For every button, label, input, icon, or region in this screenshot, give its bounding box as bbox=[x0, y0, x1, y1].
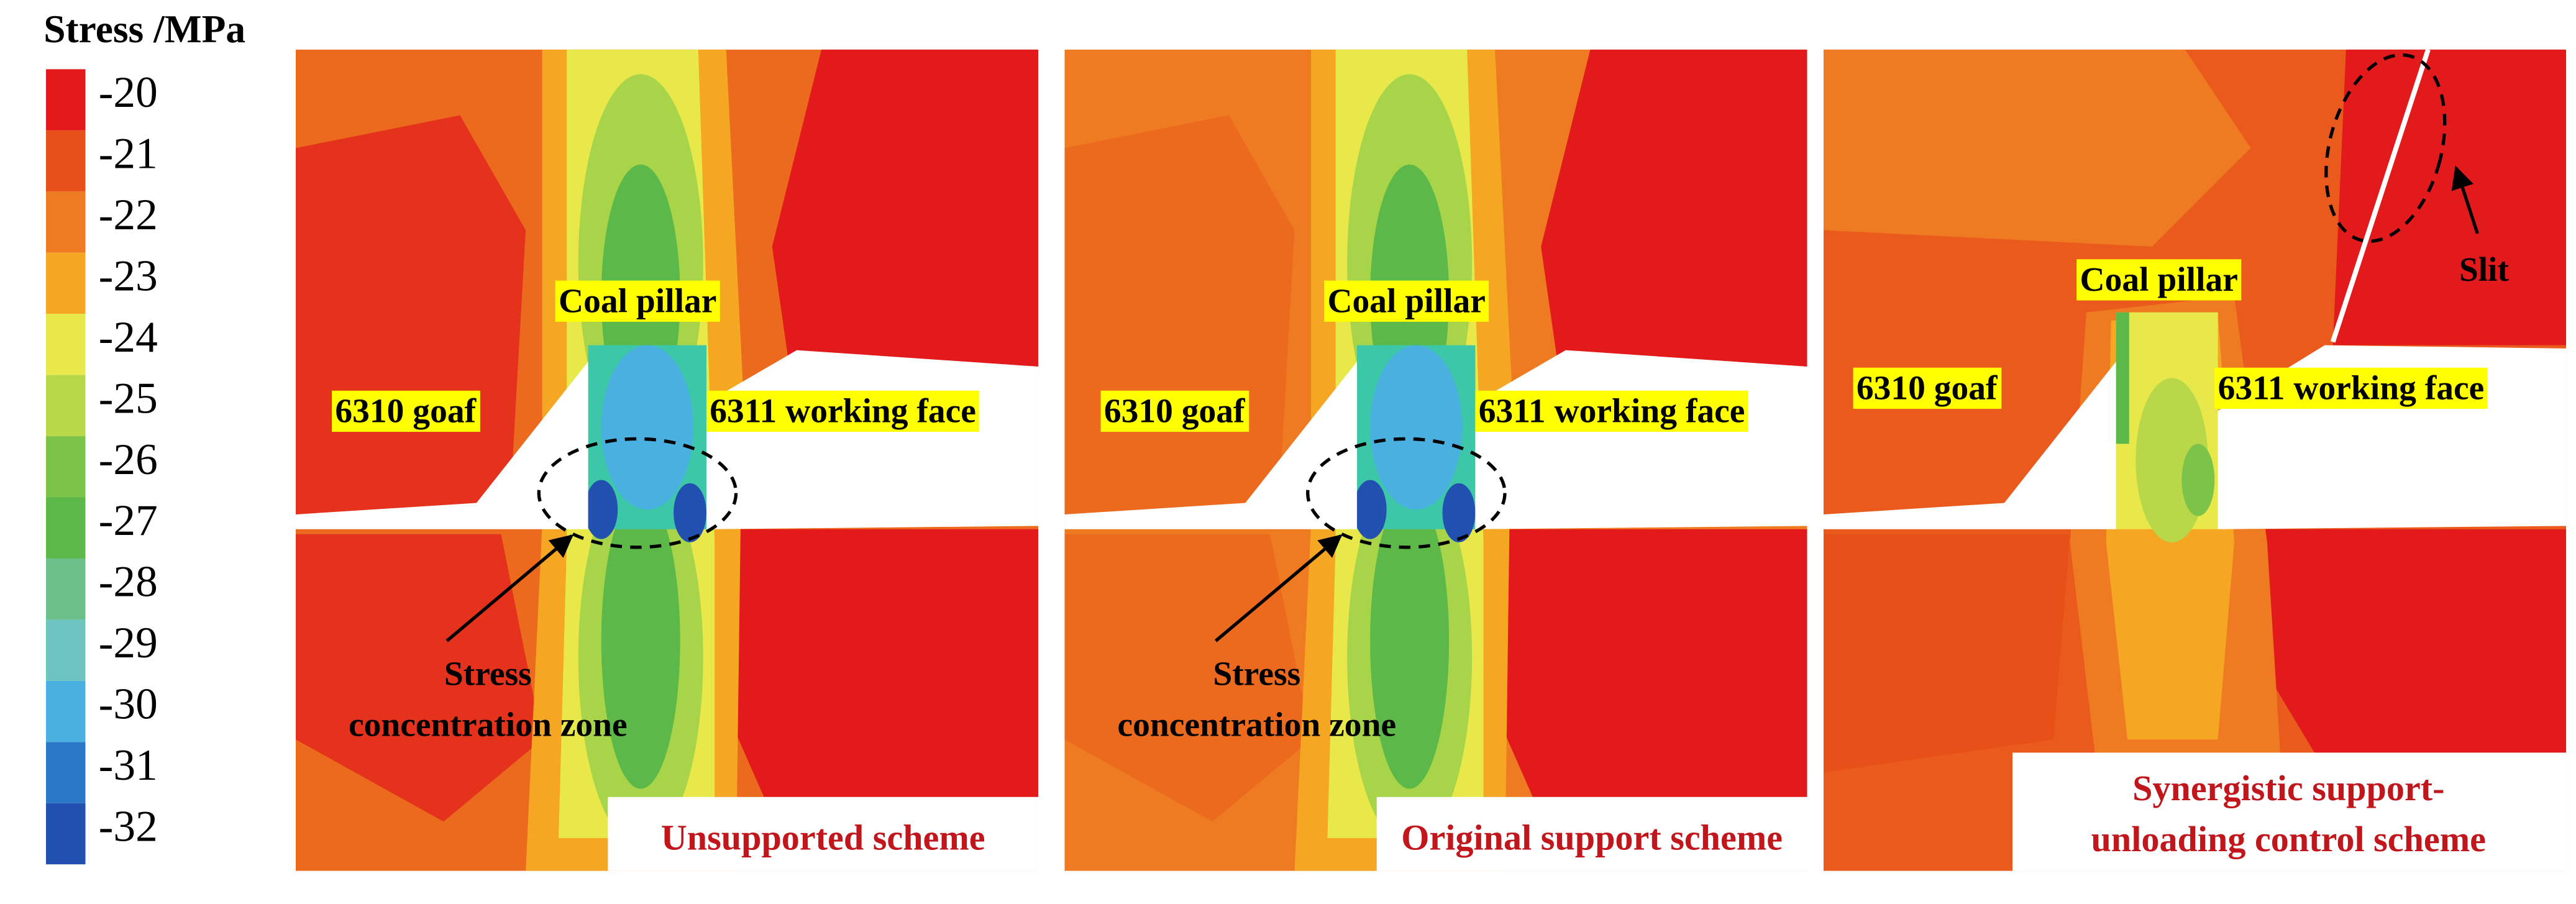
label-background bbox=[1853, 367, 2002, 409]
contour bbox=[1370, 493, 1450, 789]
label: 6311 working face bbox=[1479, 392, 1745, 430]
label: Coal pillar bbox=[1327, 282, 1485, 320]
legend-swatch bbox=[46, 191, 86, 253]
contour bbox=[2116, 312, 2129, 444]
panel: Stress concentration zone Coal pillar 6310 … bbox=[1064, 49, 1807, 871]
label-background bbox=[2214, 367, 2488, 409]
contour bbox=[674, 483, 706, 542]
legend-title: Stress /MPa bbox=[43, 7, 245, 51]
label-background bbox=[555, 280, 720, 322]
label-background bbox=[1475, 390, 1748, 432]
legend-swatch bbox=[46, 619, 86, 681]
face-void bbox=[706, 350, 1039, 529]
panel: Stress concentration zone Coal pillar 6310 … bbox=[295, 49, 1039, 871]
contour bbox=[1064, 534, 1312, 822]
legend-label: -24 bbox=[99, 313, 158, 362]
label: 6311 working face bbox=[710, 392, 976, 430]
contours bbox=[1064, 49, 1807, 871]
label: Synergistic support- bbox=[2132, 768, 2444, 808]
legend-label: -27 bbox=[99, 496, 158, 545]
label: Stress bbox=[1213, 655, 1300, 693]
arrow bbox=[445, 534, 573, 642]
zone-outline bbox=[1306, 437, 1507, 549]
label-background bbox=[2076, 259, 2242, 301]
arrow bbox=[1214, 534, 1343, 642]
label: 6311 working face bbox=[2218, 369, 2485, 407]
legend-swatch bbox=[46, 558, 86, 620]
contour bbox=[2181, 444, 2215, 516]
contour bbox=[2234, 529, 2567, 756]
contour bbox=[2332, 49, 2567, 345]
legend-swatch bbox=[46, 69, 86, 130]
contour bbox=[710, 529, 1039, 797]
caption-box bbox=[2012, 752, 2567, 871]
goaf-void bbox=[295, 362, 588, 529]
contour bbox=[295, 115, 526, 526]
legend-swatch bbox=[46, 803, 86, 865]
contour bbox=[1541, 49, 1807, 370]
legend-label: -21 bbox=[99, 129, 158, 178]
contour bbox=[1064, 115, 1295, 526]
label-background bbox=[1100, 390, 1249, 432]
contour bbox=[601, 493, 680, 789]
label: unloading control scheme bbox=[2091, 819, 2486, 859]
legend-swatch bbox=[46, 375, 86, 437]
legend-swatch bbox=[46, 314, 86, 375]
label: Unsupported scheme bbox=[661, 818, 985, 858]
slit bbox=[2330, 48, 2431, 343]
zone-outline bbox=[537, 437, 738, 549]
contour bbox=[772, 49, 1039, 370]
label: Original support scheme bbox=[1401, 818, 1783, 858]
contours bbox=[1823, 49, 2567, 871]
legend-swatch bbox=[46, 130, 86, 192]
legend-swatch bbox=[46, 742, 86, 803]
legend-swatch bbox=[46, 497, 86, 559]
label: 6310 goaf bbox=[1857, 369, 1998, 407]
goaf-void bbox=[1064, 362, 1358, 529]
legend-swatch bbox=[46, 680, 86, 742]
legend-swatch bbox=[46, 252, 86, 314]
legend-label: -31 bbox=[99, 741, 158, 790]
label: concentration zone bbox=[349, 706, 628, 744]
contour bbox=[1823, 49, 2251, 247]
label: concentration zone bbox=[1117, 706, 1396, 744]
label-background bbox=[332, 390, 480, 432]
contour bbox=[295, 534, 542, 822]
legend-label: -23 bbox=[99, 251, 158, 300]
slit-outline bbox=[2324, 53, 2447, 243]
legend-label: -22 bbox=[99, 190, 158, 239]
legend-swatch bbox=[46, 436, 86, 498]
legend-label: -26 bbox=[99, 435, 158, 484]
contour bbox=[601, 345, 693, 510]
contour bbox=[1370, 345, 1463, 510]
label-background bbox=[706, 390, 980, 432]
legend-label: -28 bbox=[99, 557, 158, 606]
contour bbox=[1823, 534, 2070, 773]
label-background bbox=[1324, 280, 1489, 322]
label: Slit bbox=[2459, 251, 2510, 289]
contour bbox=[1442, 483, 1476, 542]
label: 6310 goaf bbox=[1104, 392, 1246, 430]
caption-box bbox=[608, 797, 1039, 871]
label: Coal pillar bbox=[559, 282, 716, 320]
contour bbox=[1353, 480, 1387, 539]
contour bbox=[1478, 529, 1807, 797]
legend-label: -30 bbox=[99, 680, 158, 729]
caption-box bbox=[1376, 797, 1807, 871]
label: Coal pillar bbox=[2080, 261, 2237, 299]
label: Stress bbox=[444, 655, 532, 693]
arrow bbox=[2451, 165, 2479, 234]
contour bbox=[585, 480, 618, 539]
legend-label: -20 bbox=[99, 68, 158, 117]
panel: Slit Coal pillar 6310 goaf 6311 working fac… bbox=[1823, 48, 2567, 871]
label: 6310 goaf bbox=[335, 392, 477, 430]
goaf-void bbox=[1823, 362, 2116, 529]
contours bbox=[295, 49, 1039, 871]
face-void bbox=[1475, 350, 1807, 529]
legend-label: -25 bbox=[99, 373, 158, 422]
legend-label: -32 bbox=[99, 801, 158, 851]
legend-label: -29 bbox=[99, 618, 158, 667]
